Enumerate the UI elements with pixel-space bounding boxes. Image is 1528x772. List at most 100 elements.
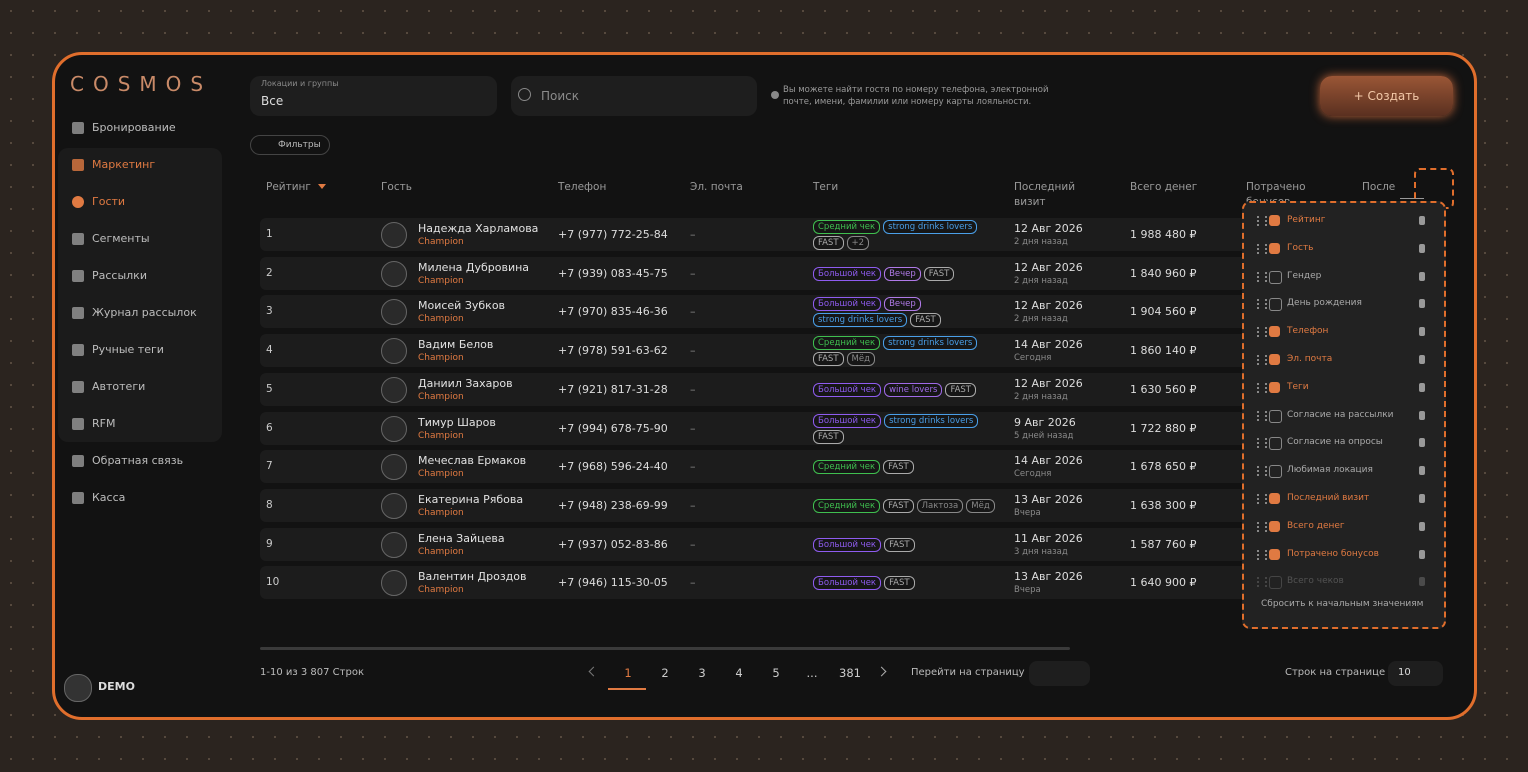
pin-icon[interactable] [1419,271,1425,281]
phone: +7 (978) 591-63-62 [558,344,668,358]
pin-icon[interactable] [1419,466,1425,476]
sidebar-item[interactable]: Рассылки [92,269,147,282]
checkbox[interactable] [1269,437,1282,451]
column-option[interactable]: Согласие на рассылки [1287,409,1394,420]
sidebar-icon [72,233,84,245]
drag-handle [1257,299,1267,310]
create-button[interactable]: + Создать [1320,76,1453,116]
pin-icon[interactable] [1419,494,1425,503]
column-option[interactable]: Последний визит [1287,493,1370,503]
checkbox[interactable] [1269,548,1280,560]
pin-icon[interactable] [1419,243,1425,253]
tag: FAST [813,352,844,367]
rows-per-page-select[interactable] [1388,661,1443,686]
tags: Большой чек FAST [813,530,1003,560]
visit-date: 9 Авг 2026 [1014,415,1076,429]
column-option[interactable]: Гость [1287,242,1314,253]
tag: Большой чек [813,382,882,397]
page-number[interactable]: 3 [698,666,706,680]
pin-icon[interactable] [1419,299,1425,309]
page-number[interactable]: 4 [735,666,743,680]
column-option[interactable]: Теги [1287,381,1309,392]
page-number[interactable]: 5 [772,666,780,680]
sidebar-item[interactable]: Ручные теги [92,343,164,356]
tag: Большой чек [813,266,882,281]
reset-link[interactable]: Сбросить к начальным значениям [1261,599,1424,609]
filters-button[interactable]: Фильтры [250,135,330,155]
email: – [690,266,696,280]
checkbox[interactable] [1269,326,1280,338]
user-name[interactable]: DEMO [98,680,135,693]
column-header[interactable]: Последний визит [1014,181,1076,208]
page-number[interactable]: ... [806,666,818,680]
column-header[interactable]: Гость [381,181,412,193]
pin-icon[interactable] [1419,438,1425,448]
column-header[interactable]: Телефон [558,181,607,193]
avatar [381,415,407,442]
column-option[interactable]: Всего чеков [1287,576,1344,587]
checkbox[interactable] [1269,409,1282,423]
phone: +7 (970) 835-46-36 [558,305,668,319]
pin-icon[interactable] [1419,521,1425,531]
checkbox[interactable] [1269,270,1282,284]
checkbox[interactable] [1269,493,1280,504]
column-option[interactable]: Гендер [1287,270,1322,281]
column-option[interactable]: Любимая локация [1287,465,1373,476]
column-header[interactable]: Эл. почта [690,181,743,193]
column-header[interactable]: Всего денег [1130,181,1198,193]
search-box[interactable] [511,76,757,116]
location-select[interactable] [250,76,497,116]
checkbox[interactable] [1269,215,1280,226]
page-number[interactable]: 381 [839,666,861,680]
checkbox[interactable] [1269,465,1282,479]
sidebar-item[interactable]: RFM [92,417,116,430]
pin-icon[interactable] [1419,410,1425,420]
sidebar-item[interactable]: Маркетинг [92,158,156,171]
rank: 8 [266,498,273,511]
column-option[interactable]: Рейтинг [1287,215,1326,225]
sidebar-item[interactable]: Сегменты [92,232,150,245]
pin-icon[interactable] [1419,216,1425,225]
visit-date: 14 Авг 2026 [1014,338,1083,352]
rows-per-page-value: 10 [1398,667,1411,678]
column-option[interactable]: День рождения [1287,298,1362,309]
checkbox[interactable] [1269,381,1280,393]
sidebar-item[interactable]: Журнал рассылок [92,306,197,319]
avatar [381,376,407,403]
sidebar-item[interactable]: Обратная связь [92,454,184,467]
sidebar-item[interactable]: Автотеги [92,380,146,393]
checkbox[interactable] [1269,354,1280,365]
column-option[interactable]: Потрачено бонусов [1287,548,1379,559]
guest-status: Champion [418,353,464,364]
pin-icon[interactable] [1419,327,1425,337]
tag: +2 [846,236,870,250]
checkbox[interactable] [1269,576,1282,590]
visit-ago: 5 дней назад [1014,430,1074,441]
sidebar-item[interactable]: Касса [92,491,126,504]
column-header[interactable]: После [1362,181,1396,193]
page-number[interactable]: 2 [661,666,669,680]
checkbox[interactable] [1269,520,1280,532]
sidebar-item[interactable]: Гости [92,195,126,208]
column-header[interactable]: Теги [813,181,839,193]
pin-icon[interactable] [1419,355,1425,364]
guest-name: Екатерина Рябова [418,492,524,506]
avatar [381,454,407,481]
column-option[interactable]: Всего денег [1287,520,1345,531]
column-option[interactable]: Эл. почта [1287,354,1333,364]
sidebar-item[interactable]: Бронирование [92,121,176,134]
table-row [260,488,1260,522]
pin-icon[interactable] [1419,577,1425,587]
checkbox[interactable] [1269,242,1280,254]
goto-input[interactable] [1029,661,1090,686]
avatar [381,570,407,597]
column-option[interactable]: Согласие на опросы [1287,437,1383,448]
column-header[interactable]: Рейтинг [266,181,311,193]
pin-icon[interactable] [1419,382,1425,392]
page-number[interactable]: 1 [624,666,632,680]
checkbox[interactable] [1269,298,1282,312]
column-option[interactable]: Телефон [1287,326,1329,337]
tag: Средний чек [813,220,881,234]
pin-icon[interactable] [1419,549,1425,559]
rows-per-page-label: Строк на странице [1285,667,1386,678]
